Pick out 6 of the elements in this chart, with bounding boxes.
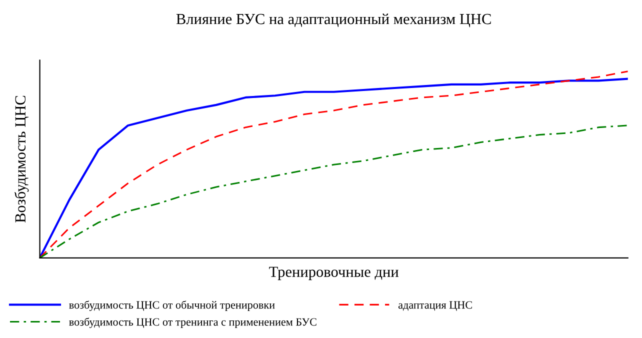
x-axis-title: Тренировочные дни xyxy=(269,266,398,280)
y-axis-title: Возбудимость ЦНС xyxy=(14,96,29,223)
legend-label: возбудимость ЦНС от тренинга с применением БУС xyxy=(69,318,316,328)
legend-label: возбудимость ЦНС от обычной тренировки xyxy=(69,300,275,311)
legend-label: адаптация ЦНС xyxy=(398,301,472,311)
chart-title: Влияние БУС на адаптационный механизм ЦНС xyxy=(176,14,491,28)
